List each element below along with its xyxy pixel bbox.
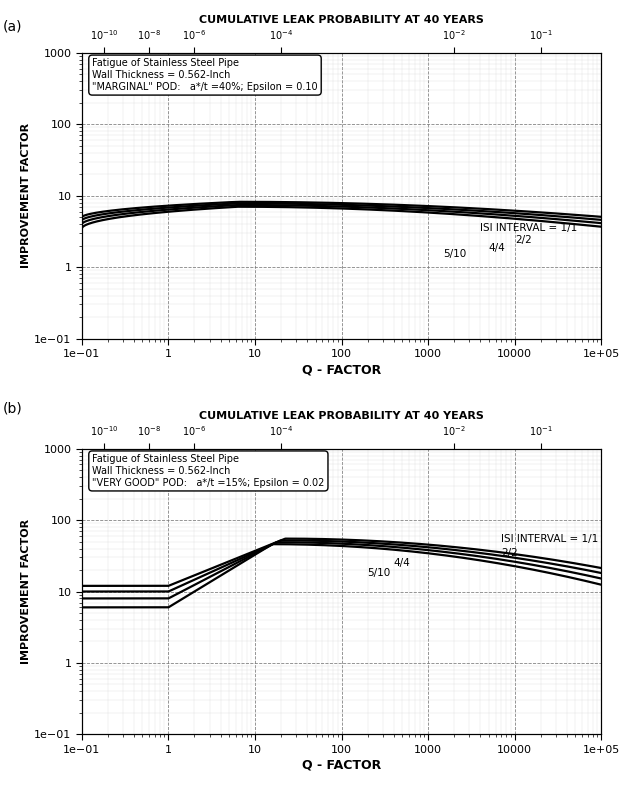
- X-axis label: CUMULATIVE LEAK PROBABILITY AT 40 YEARS: CUMULATIVE LEAK PROBABILITY AT 40 YEARS: [199, 411, 484, 421]
- Text: Fatigue of Stainless Steel Pipe
Wall Thickness = 0.562-Inch
"VERY GOOD" POD:   a: Fatigue of Stainless Steel Pipe Wall Thi…: [92, 454, 324, 488]
- Text: ISI INTERVAL = 1/1: ISI INTERVAL = 1/1: [502, 534, 599, 544]
- Text: (a): (a): [3, 20, 23, 34]
- Text: 5/10: 5/10: [368, 568, 391, 578]
- Text: (b): (b): [3, 401, 23, 416]
- Text: Fatigue of Stainless Steel Pipe
Wall Thickness = 0.562-Inch
"MARGINAL" POD:   a*: Fatigue of Stainless Steel Pipe Wall Thi…: [92, 58, 318, 92]
- X-axis label: Q - FACTOR: Q - FACTOR: [302, 363, 381, 376]
- X-axis label: Q - FACTOR: Q - FACTOR: [302, 759, 381, 772]
- Text: ISI INTERVAL = 1/1: ISI INTERVAL = 1/1: [480, 224, 578, 233]
- Y-axis label: IMPROVEMENT FACTOR: IMPROVEMENT FACTOR: [22, 123, 31, 268]
- X-axis label: CUMULATIVE LEAK PROBABILITY AT 40 YEARS: CUMULATIVE LEAK PROBABILITY AT 40 YEARS: [199, 15, 484, 25]
- Text: 4/4: 4/4: [394, 558, 410, 568]
- Y-axis label: IMPROVEMENT FACTOR: IMPROVEMENT FACTOR: [22, 519, 31, 664]
- Text: 2/2: 2/2: [502, 548, 518, 558]
- Text: 2/2: 2/2: [515, 235, 531, 245]
- Text: 5/10: 5/10: [443, 249, 467, 258]
- Text: 4/4: 4/4: [489, 243, 505, 253]
